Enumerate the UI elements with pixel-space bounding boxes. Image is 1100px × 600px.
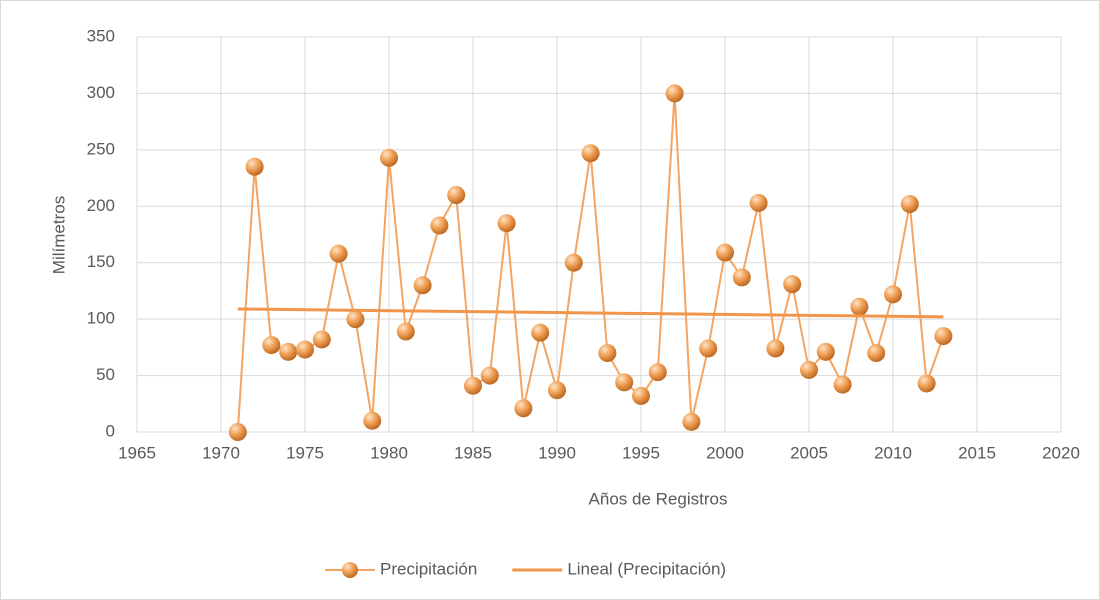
- point: [581, 144, 600, 163]
- y-tick-label: 350: [87, 26, 115, 45]
- point: [312, 330, 331, 349]
- point: [380, 148, 398, 167]
- point: [884, 285, 902, 304]
- y-tick-label: 0: [106, 421, 115, 440]
- x-tick-label: 1985: [454, 443, 492, 462]
- legend-marker: [342, 562, 358, 578]
- point: [766, 339, 785, 358]
- point: [279, 342, 298, 361]
- point: [648, 363, 667, 382]
- x-axis-label: Años de Registros: [589, 489, 728, 508]
- point: [850, 297, 869, 316]
- point: [665, 84, 684, 103]
- point: [632, 386, 650, 405]
- point: [329, 244, 348, 263]
- y-tick-label: 100: [87, 309, 115, 328]
- point: [716, 243, 734, 262]
- y-tick-label: 300: [87, 83, 115, 102]
- point: [262, 336, 281, 355]
- point: [296, 340, 314, 359]
- x-tick-label: 2000: [706, 443, 744, 462]
- point: [245, 157, 264, 176]
- x-tick-label: 1965: [118, 443, 156, 462]
- point: [447, 186, 466, 204]
- point: [430, 216, 449, 235]
- point: [548, 381, 566, 400]
- point: [749, 193, 768, 212]
- point: [564, 253, 583, 272]
- point: [867, 344, 886, 362]
- point: [816, 342, 835, 361]
- y-tick-label: 200: [87, 196, 115, 215]
- legend-label: Lineal (Precipitación): [567, 559, 726, 578]
- point: [833, 375, 852, 394]
- point: [783, 275, 802, 294]
- y-axis-label: Milímetros: [49, 196, 68, 274]
- point: [363, 411, 382, 430]
- x-tick-label: 2010: [874, 443, 912, 462]
- legend-label: Precipitación: [380, 559, 477, 578]
- point: [934, 327, 953, 346]
- point: [699, 339, 718, 358]
- y-tick-label: 50: [96, 365, 115, 384]
- point: [917, 374, 936, 393]
- point: [464, 376, 482, 395]
- x-tick-label: 1995: [622, 443, 660, 462]
- point: [900, 195, 919, 214]
- y-tick-label: 150: [87, 252, 115, 271]
- point: [531, 323, 550, 342]
- trend-line: [237, 307, 944, 319]
- point: [800, 360, 818, 379]
- x-tick-label: 2020: [1042, 443, 1080, 462]
- point: [497, 214, 516, 233]
- x-tick-label: 1975: [286, 443, 324, 462]
- x-tick-label: 1980: [370, 443, 408, 462]
- point: [480, 366, 499, 385]
- point: [396, 322, 415, 341]
- point: [682, 412, 701, 431]
- point: [413, 276, 432, 295]
- point: [598, 344, 617, 362]
- x-tick-label: 2005: [790, 443, 828, 462]
- y-tick-label: 250: [87, 139, 115, 158]
- point: [228, 423, 247, 441]
- point: [514, 399, 533, 418]
- point: [615, 373, 634, 392]
- x-tick-label: 1970: [202, 443, 240, 462]
- point: [346, 310, 365, 329]
- x-tick-label: 1990: [538, 443, 576, 462]
- point: [732, 268, 751, 287]
- x-tick-label: 2015: [958, 443, 996, 462]
